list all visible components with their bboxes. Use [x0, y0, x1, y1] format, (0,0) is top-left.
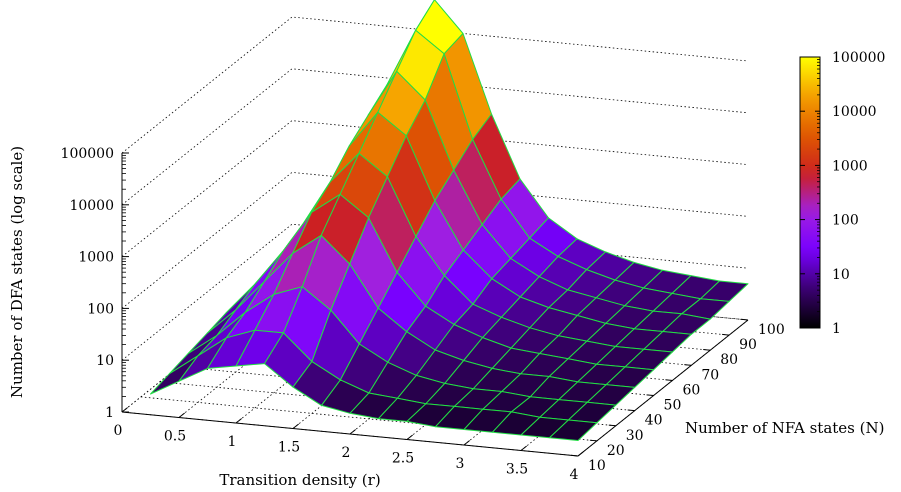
- x-tick: [292, 423, 299, 429]
- colorbar: 1 10 100 1000 10000 100000: [799, 50, 885, 337]
- colorbar-ticks: 1 10 100 1000 10000 100000: [800, 50, 885, 337]
- grid-line: [121, 16, 749, 154]
- x-tick: [577, 451, 584, 457]
- x-tick: [520, 445, 527, 451]
- y-tick: [589, 439, 597, 442]
- y-axis-line: [577, 319, 749, 457]
- x-tick: [463, 440, 470, 446]
- x-tick: [178, 412, 185, 418]
- x-tick-label: 3: [456, 456, 465, 472]
- y-tick-label: 40: [645, 413, 663, 429]
- y-tick-label: 30: [626, 428, 644, 444]
- x-tick: [121, 407, 128, 413]
- z-tick-label: 10: [96, 353, 114, 369]
- colorbar-tick-label: 1000: [832, 158, 868, 174]
- z-tick-label: 100: [87, 301, 114, 317]
- y-tick: [740, 318, 749, 321]
- grid-line: [121, 223, 749, 361]
- y-tick-label: 50: [664, 398, 682, 414]
- x-tick-label: 1: [228, 434, 237, 450]
- z-axis-label: Number of DFA states (log scale): [8, 146, 26, 398]
- y-tick-label: 90: [739, 337, 757, 353]
- x-tick-label: 3.5: [506, 462, 528, 478]
- colorbar-tick-label: 1: [832, 321, 841, 337]
- y-tick-label: 20: [607, 443, 625, 459]
- z-tick-label: 1: [105, 405, 114, 421]
- z-tick-label: 100000: [61, 146, 114, 162]
- axes: [121, 152, 749, 457]
- x-tick-label: 2.5: [392, 451, 414, 467]
- x-tick-label: 0.5: [164, 429, 186, 445]
- x-tick-label: 1.5: [278, 440, 300, 456]
- y-tick-label: 80: [720, 352, 738, 368]
- x-tick-label: 0: [114, 423, 123, 439]
- floor-grid-line: [140, 396, 597, 442]
- y-tick-label: 70: [701, 367, 719, 383]
- y-tick: [627, 409, 635, 412]
- x-tick: [349, 429, 356, 435]
- grid-line: [121, 68, 749, 206]
- colorbar-tick-label: 10: [832, 267, 850, 283]
- colorbar-gradient: [799, 56, 821, 329]
- y-tick-label: 10: [588, 458, 606, 474]
- grid-line: [121, 171, 749, 309]
- surface-cell: [549, 419, 598, 441]
- grid-line: [121, 120, 749, 257]
- y-tick: [703, 349, 711, 351]
- x-tick-label: 4: [570, 467, 579, 483]
- colorbar-tick-label: 100: [832, 213, 859, 229]
- x-tick: [235, 418, 242, 424]
- y-tick: [665, 379, 673, 381]
- y-tick: [722, 333, 730, 336]
- y-tick: [570, 454, 579, 457]
- y-tick-label: 60: [682, 382, 700, 398]
- y-tick-label: 100: [758, 322, 785, 338]
- x-tick: [406, 434, 413, 440]
- x-axis-label: Transition density (r): [219, 471, 380, 489]
- z-tick-label: 1000: [78, 250, 114, 266]
- y-axis-label: Number of NFA states (N): [685, 419, 884, 437]
- y-tick: [646, 394, 654, 397]
- y-tick: [684, 364, 692, 366]
- y-tick: [608, 424, 616, 427]
- x-tick-label: 2: [342, 445, 351, 461]
- tick-labels: 1 10 100 1000 10000 100000 0 0.5 1 1.5 2 2.5 3 3.5 4 10…: [61, 146, 785, 483]
- surface-mesh: [150, 0, 749, 441]
- z-tick-label: 10000: [69, 198, 114, 214]
- colorbar-tick-label: 10000: [832, 104, 877, 120]
- colorbar-tick-label: 100000: [832, 50, 885, 66]
